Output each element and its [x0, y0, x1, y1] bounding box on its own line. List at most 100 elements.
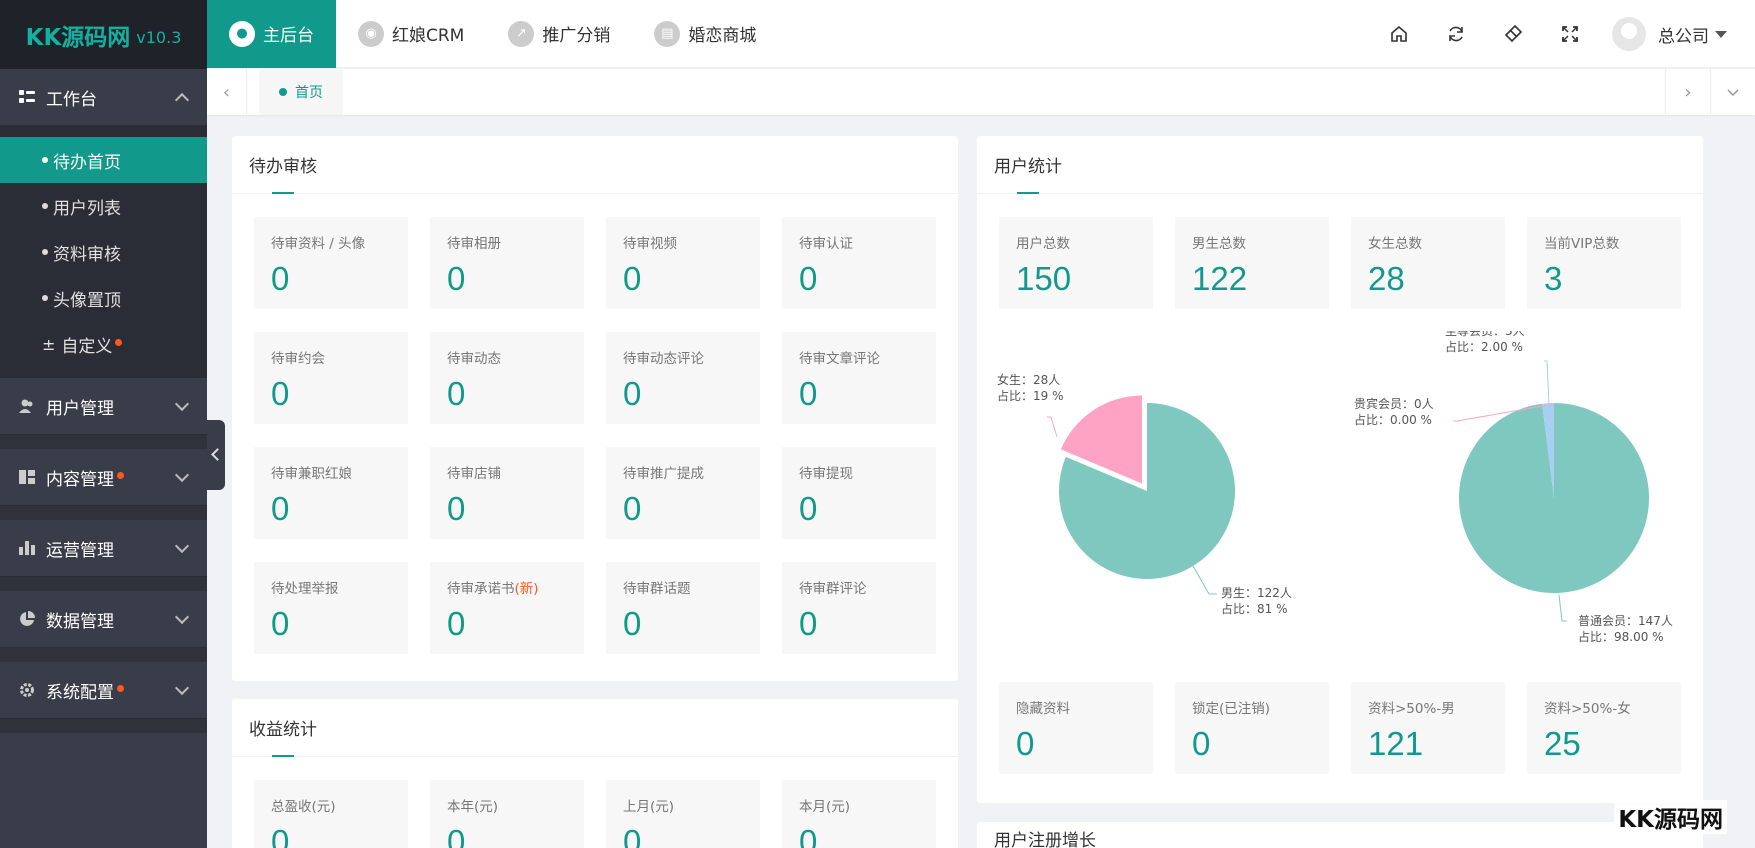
stat-tile[interactable]: 资料>50%-男 121 [1351, 682, 1505, 774]
topnav-shop[interactable]: ▤ 婚恋商城 [632, 0, 778, 68]
stat-label-text: 待审文章评论 [799, 351, 880, 367]
stat-label-text: 待审群评论 [799, 581, 867, 597]
stat-tile[interactable]: 待审群评论 0 [782, 562, 936, 654]
menu-user-management[interactable]: 用户管理 [0, 378, 207, 434]
stat-label-text: 女生总数 [1368, 236, 1422, 252]
stat-tile[interactable]: 资料>50%-女 25 [1527, 682, 1681, 774]
sidebar-item-avatar-top[interactable]: 头像置顶 [0, 275, 207, 321]
page-tab-home[interactable]: 首页 [259, 69, 343, 115]
page-tab-label: 首页 [295, 85, 323, 101]
pie-label: 男生：122人 [1221, 586, 1292, 600]
stat-tile[interactable]: 待审推广提成 0 [606, 447, 760, 539]
shop-icon: ▤ [654, 20, 681, 47]
topnav-main-backend[interactable]: ● 主后台 [207, 0, 336, 68]
sidebar-item-todo-home[interactable]: 待办首页 [0, 137, 207, 183]
menu-spacer [0, 435, 207, 449]
watermark: KK源码网 [1614, 800, 1727, 834]
menu-data-management[interactable]: 数据管理 [0, 591, 207, 647]
stat-tile[interactable]: 待审资料 / 头像 0 [254, 217, 408, 309]
home-icon[interactable] [1370, 0, 1427, 68]
menu-group-users: 用户管理 [0, 378, 207, 435]
menu-label: 数据管理 [46, 611, 114, 632]
pie-slice-female[interactable] [1060, 395, 1143, 484]
pie-slice[interactable] [1542, 403, 1554, 498]
topnav-crm[interactable]: ◉ 红娘CRM [336, 0, 486, 68]
menu-workbench[interactable]: 工作台 [0, 69, 207, 125]
stat-value: 0 [271, 375, 290, 412]
menu-label: 内容管理 [46, 469, 114, 490]
stat-label-text: 总盈收(元) [271, 799, 336, 815]
clear-icon[interactable] [1484, 0, 1541, 68]
stat-tile[interactable]: 待审文章评论 0 [782, 332, 936, 424]
stat-tile[interactable]: 隐藏资料 0 [999, 682, 1153, 774]
stat-tile[interactable]: 上月(元) 0 [606, 780, 760, 848]
topnav-label: 婚恋商城 [688, 26, 757, 46]
refresh-icon[interactable] [1427, 0, 1484, 68]
active-dot-icon [279, 88, 287, 96]
stat-value: 28 [1368, 260, 1405, 297]
stat-tile[interactable]: 锁定(已注销) 0 [1175, 682, 1329, 774]
topnav-promotion[interactable]: ↗ 推广分销 [486, 0, 632, 68]
stat-label-text: 待处理举报 [271, 581, 339, 597]
menu-spacer [0, 648, 207, 662]
stat-label: 待审承诺书(新) [447, 577, 567, 597]
pie-label: 占比：0.00 % [1354, 412, 1432, 427]
menu-content-management[interactable]: 内容管理 [0, 449, 207, 505]
stat-tile[interactable]: 待审群话题 0 [606, 562, 760, 654]
stat-tile[interactable]: 用户总数 150 [999, 217, 1153, 309]
stat-value: 122 [1192, 260, 1248, 297]
stat-tile[interactable]: 待审承诺书(新) 0 [430, 562, 584, 654]
logo[interactable]: KK源码网 v10.3 [0, 0, 207, 69]
sidebar-collapse-toggle[interactable] [207, 420, 225, 490]
sidebar-item-custom[interactable]: ± 自定义 [0, 321, 207, 367]
tabs-next-button[interactable]: › [1665, 69, 1710, 115]
stat-tile[interactable]: 待审视频 0 [606, 217, 760, 309]
stat-tile[interactable]: 待审提现 0 [782, 447, 936, 539]
stat-tile[interactable]: 当前VIP总数 3 [1527, 217, 1681, 309]
menu-group-system: 系统配置 [0, 662, 207, 719]
sidebar-item-user-list[interactable]: 用户列表 [0, 183, 207, 229]
stat-tile[interactable]: 总盈收(元) 0 [254, 780, 408, 848]
stat-value: 0 [271, 823, 290, 848]
stat-value: 0 [623, 490, 642, 527]
stat-value: 0 [447, 490, 466, 527]
stat-label: 待审兼职红娘 [271, 462, 391, 482]
fullscreen-icon[interactable] [1541, 0, 1598, 68]
pie-slice-male[interactable] [1059, 403, 1235, 579]
card-title: 待办审核 [232, 136, 958, 194]
stat-tile[interactable]: 待审认证 0 [782, 217, 936, 309]
menu-system-config[interactable]: 系统配置 [0, 662, 207, 718]
stat-label-text: 上月(元) [623, 799, 675, 815]
stat-value: 0 [447, 375, 466, 412]
stat-label: 本年(元) [447, 795, 567, 815]
stat-label: 待审相册 [447, 232, 567, 252]
stat-tile[interactable]: 本年(元) 0 [430, 780, 584, 848]
stat-label: 待审群话题 [623, 577, 743, 597]
toolbar-right: 总公司 [1370, 0, 1755, 68]
stat-label-text: 待审资料 / 头像 [271, 236, 366, 252]
menu-group-workbench: 工作台 待办首页 用户列表 资料审核 头像置顶 ± 自定义 [0, 69, 207, 378]
tabs-prev-button[interactable]: ‹ [207, 69, 247, 115]
stat-tile[interactable]: 男生总数 122 [1175, 217, 1329, 309]
stat-label: 本月(元) [799, 795, 919, 815]
stat-tile[interactable]: 待审店铺 0 [430, 447, 584, 539]
stat-value: 0 [271, 605, 290, 642]
stat-label-text: 男生总数 [1192, 236, 1246, 252]
user-menu[interactable]: 总公司 [1598, 17, 1755, 51]
stat-tile[interactable]: 待审动态评论 0 [606, 332, 760, 424]
plus-minus-icon: ± [42, 334, 56, 354]
pie-slice[interactable] [1458, 403, 1649, 593]
stat-tile[interactable]: 女生总数 28 [1351, 217, 1505, 309]
stat-tile[interactable]: 待审相册 0 [430, 217, 584, 309]
tabs-menu-button[interactable] [1710, 69, 1755, 115]
stat-tile[interactable]: 待处理举报 0 [254, 562, 408, 654]
stat-value: 0 [799, 375, 818, 412]
stat-tile[interactable]: 待审约会 0 [254, 332, 408, 424]
menu-group-data: 数据管理 [0, 591, 207, 648]
stat-tile[interactable]: 待审兼职红娘 0 [254, 447, 408, 539]
sidebar-item-profile-review[interactable]: 资料审核 [0, 229, 207, 275]
stat-tile[interactable]: 待审动态 0 [430, 332, 584, 424]
stat-value: 150 [1016, 260, 1072, 297]
stat-tile[interactable]: 本月(元) 0 [782, 780, 936, 848]
menu-operations-management[interactable]: 运营管理 [0, 520, 207, 576]
